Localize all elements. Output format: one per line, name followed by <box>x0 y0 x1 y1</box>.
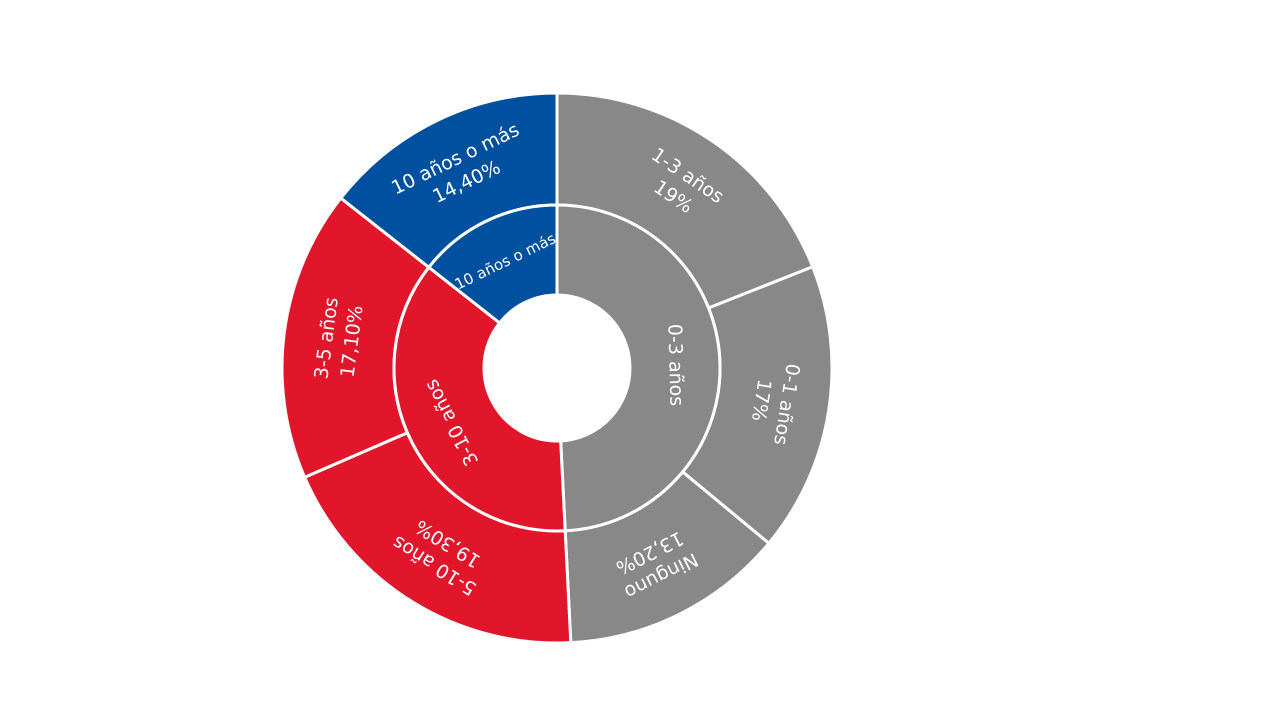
group-name: 0-3 años <box>663 324 687 407</box>
inner-segment <box>555 203 722 533</box>
inner-segment <box>426 203 559 326</box>
segment-label: 0-3 años <box>663 324 687 407</box>
inner-segment <box>392 265 567 533</box>
